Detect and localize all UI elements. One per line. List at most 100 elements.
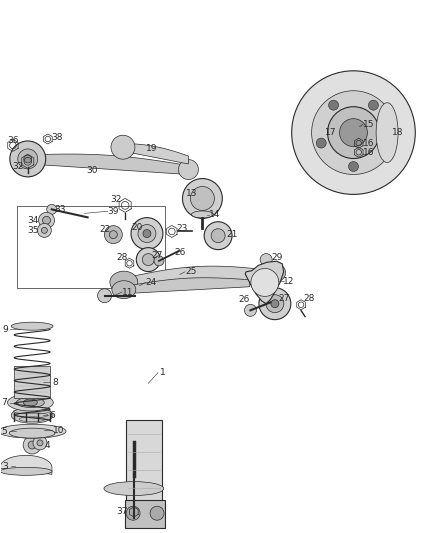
Ellipse shape	[9, 428, 55, 438]
Polygon shape	[245, 261, 284, 304]
Ellipse shape	[7, 394, 53, 411]
Text: 34: 34	[28, 216, 39, 225]
Circle shape	[39, 212, 54, 228]
Text: 14: 14	[209, 211, 220, 220]
Circle shape	[251, 269, 279, 296]
Text: 13: 13	[186, 189, 198, 198]
Ellipse shape	[0, 467, 52, 475]
Bar	[125, 500, 165, 528]
Text: 23: 23	[176, 224, 187, 233]
Circle shape	[18, 149, 38, 169]
Circle shape	[311, 91, 396, 174]
Text: 38: 38	[52, 133, 63, 142]
Circle shape	[259, 288, 291, 320]
Text: 27: 27	[151, 252, 162, 261]
Circle shape	[24, 155, 32, 163]
Text: 17: 17	[325, 128, 336, 137]
Ellipse shape	[23, 399, 37, 406]
Text: 33: 33	[54, 205, 65, 214]
Text: 12: 12	[283, 277, 294, 286]
Circle shape	[126, 506, 140, 520]
Text: 29: 29	[271, 253, 283, 262]
Ellipse shape	[112, 281, 136, 298]
Circle shape	[98, 289, 112, 303]
Circle shape	[271, 300, 279, 308]
Polygon shape	[0, 455, 52, 474]
Text: 9: 9	[2, 325, 8, 334]
Text: 28: 28	[117, 254, 128, 262]
Text: 19: 19	[145, 144, 157, 153]
Bar	[126, 460, 158, 466]
Text: 32: 32	[110, 195, 122, 204]
Circle shape	[37, 440, 43, 446]
Bar	[17, 206, 165, 288]
Circle shape	[154, 256, 164, 266]
Circle shape	[191, 187, 214, 211]
Circle shape	[47, 204, 57, 214]
Circle shape	[292, 71, 415, 195]
Text: 6: 6	[49, 411, 55, 420]
Circle shape	[104, 225, 122, 244]
Circle shape	[23, 436, 41, 454]
Circle shape	[266, 295, 284, 313]
Ellipse shape	[104, 482, 164, 496]
Text: 16: 16	[363, 139, 374, 148]
Circle shape	[138, 224, 156, 243]
Circle shape	[349, 161, 358, 172]
Circle shape	[41, 228, 47, 233]
Text: 16: 16	[364, 148, 375, 157]
Text: 28: 28	[303, 294, 314, 303]
Circle shape	[42, 216, 50, 224]
Text: 18: 18	[392, 128, 404, 137]
Circle shape	[150, 506, 164, 520]
Circle shape	[183, 179, 223, 219]
Circle shape	[328, 107, 379, 158]
Text: 25: 25	[185, 268, 196, 276]
Text: 22: 22	[100, 225, 111, 234]
Text: 26: 26	[239, 295, 250, 304]
Polygon shape	[123, 143, 188, 164]
Text: 30: 30	[87, 166, 98, 175]
Circle shape	[368, 100, 378, 110]
Ellipse shape	[11, 322, 53, 330]
Circle shape	[110, 231, 117, 239]
Text: 27: 27	[278, 294, 290, 303]
Text: 15: 15	[363, 119, 374, 128]
Polygon shape	[124, 266, 274, 287]
Circle shape	[339, 119, 367, 147]
Bar	[126, 419, 162, 514]
Text: 20: 20	[132, 223, 143, 232]
Text: 7: 7	[1, 398, 7, 407]
Circle shape	[211, 229, 225, 243]
Circle shape	[244, 304, 256, 316]
Text: 5: 5	[2, 427, 7, 435]
Text: 21: 21	[226, 230, 238, 239]
Text: 24: 24	[146, 278, 157, 287]
Circle shape	[142, 254, 154, 265]
Polygon shape	[28, 154, 188, 174]
Circle shape	[260, 254, 272, 265]
Circle shape	[136, 248, 160, 271]
Circle shape	[143, 230, 151, 238]
Text: 35: 35	[27, 226, 38, 235]
Circle shape	[131, 217, 163, 249]
Circle shape	[33, 436, 47, 450]
Ellipse shape	[376, 103, 398, 163]
Text: 1: 1	[160, 368, 166, 377]
Polygon shape	[124, 278, 250, 294]
Text: 36: 36	[7, 135, 19, 144]
Circle shape	[111, 135, 135, 159]
Bar	[14, 366, 50, 398]
Ellipse shape	[191, 211, 213, 218]
Circle shape	[268, 266, 279, 279]
Circle shape	[178, 159, 198, 180]
Ellipse shape	[110, 271, 138, 293]
Text: 37: 37	[117, 507, 128, 516]
Ellipse shape	[17, 398, 44, 408]
Ellipse shape	[261, 263, 286, 282]
Text: 26: 26	[174, 248, 185, 257]
Circle shape	[316, 138, 326, 148]
Circle shape	[204, 222, 232, 249]
Text: 11: 11	[122, 287, 133, 296]
Circle shape	[28, 441, 36, 449]
